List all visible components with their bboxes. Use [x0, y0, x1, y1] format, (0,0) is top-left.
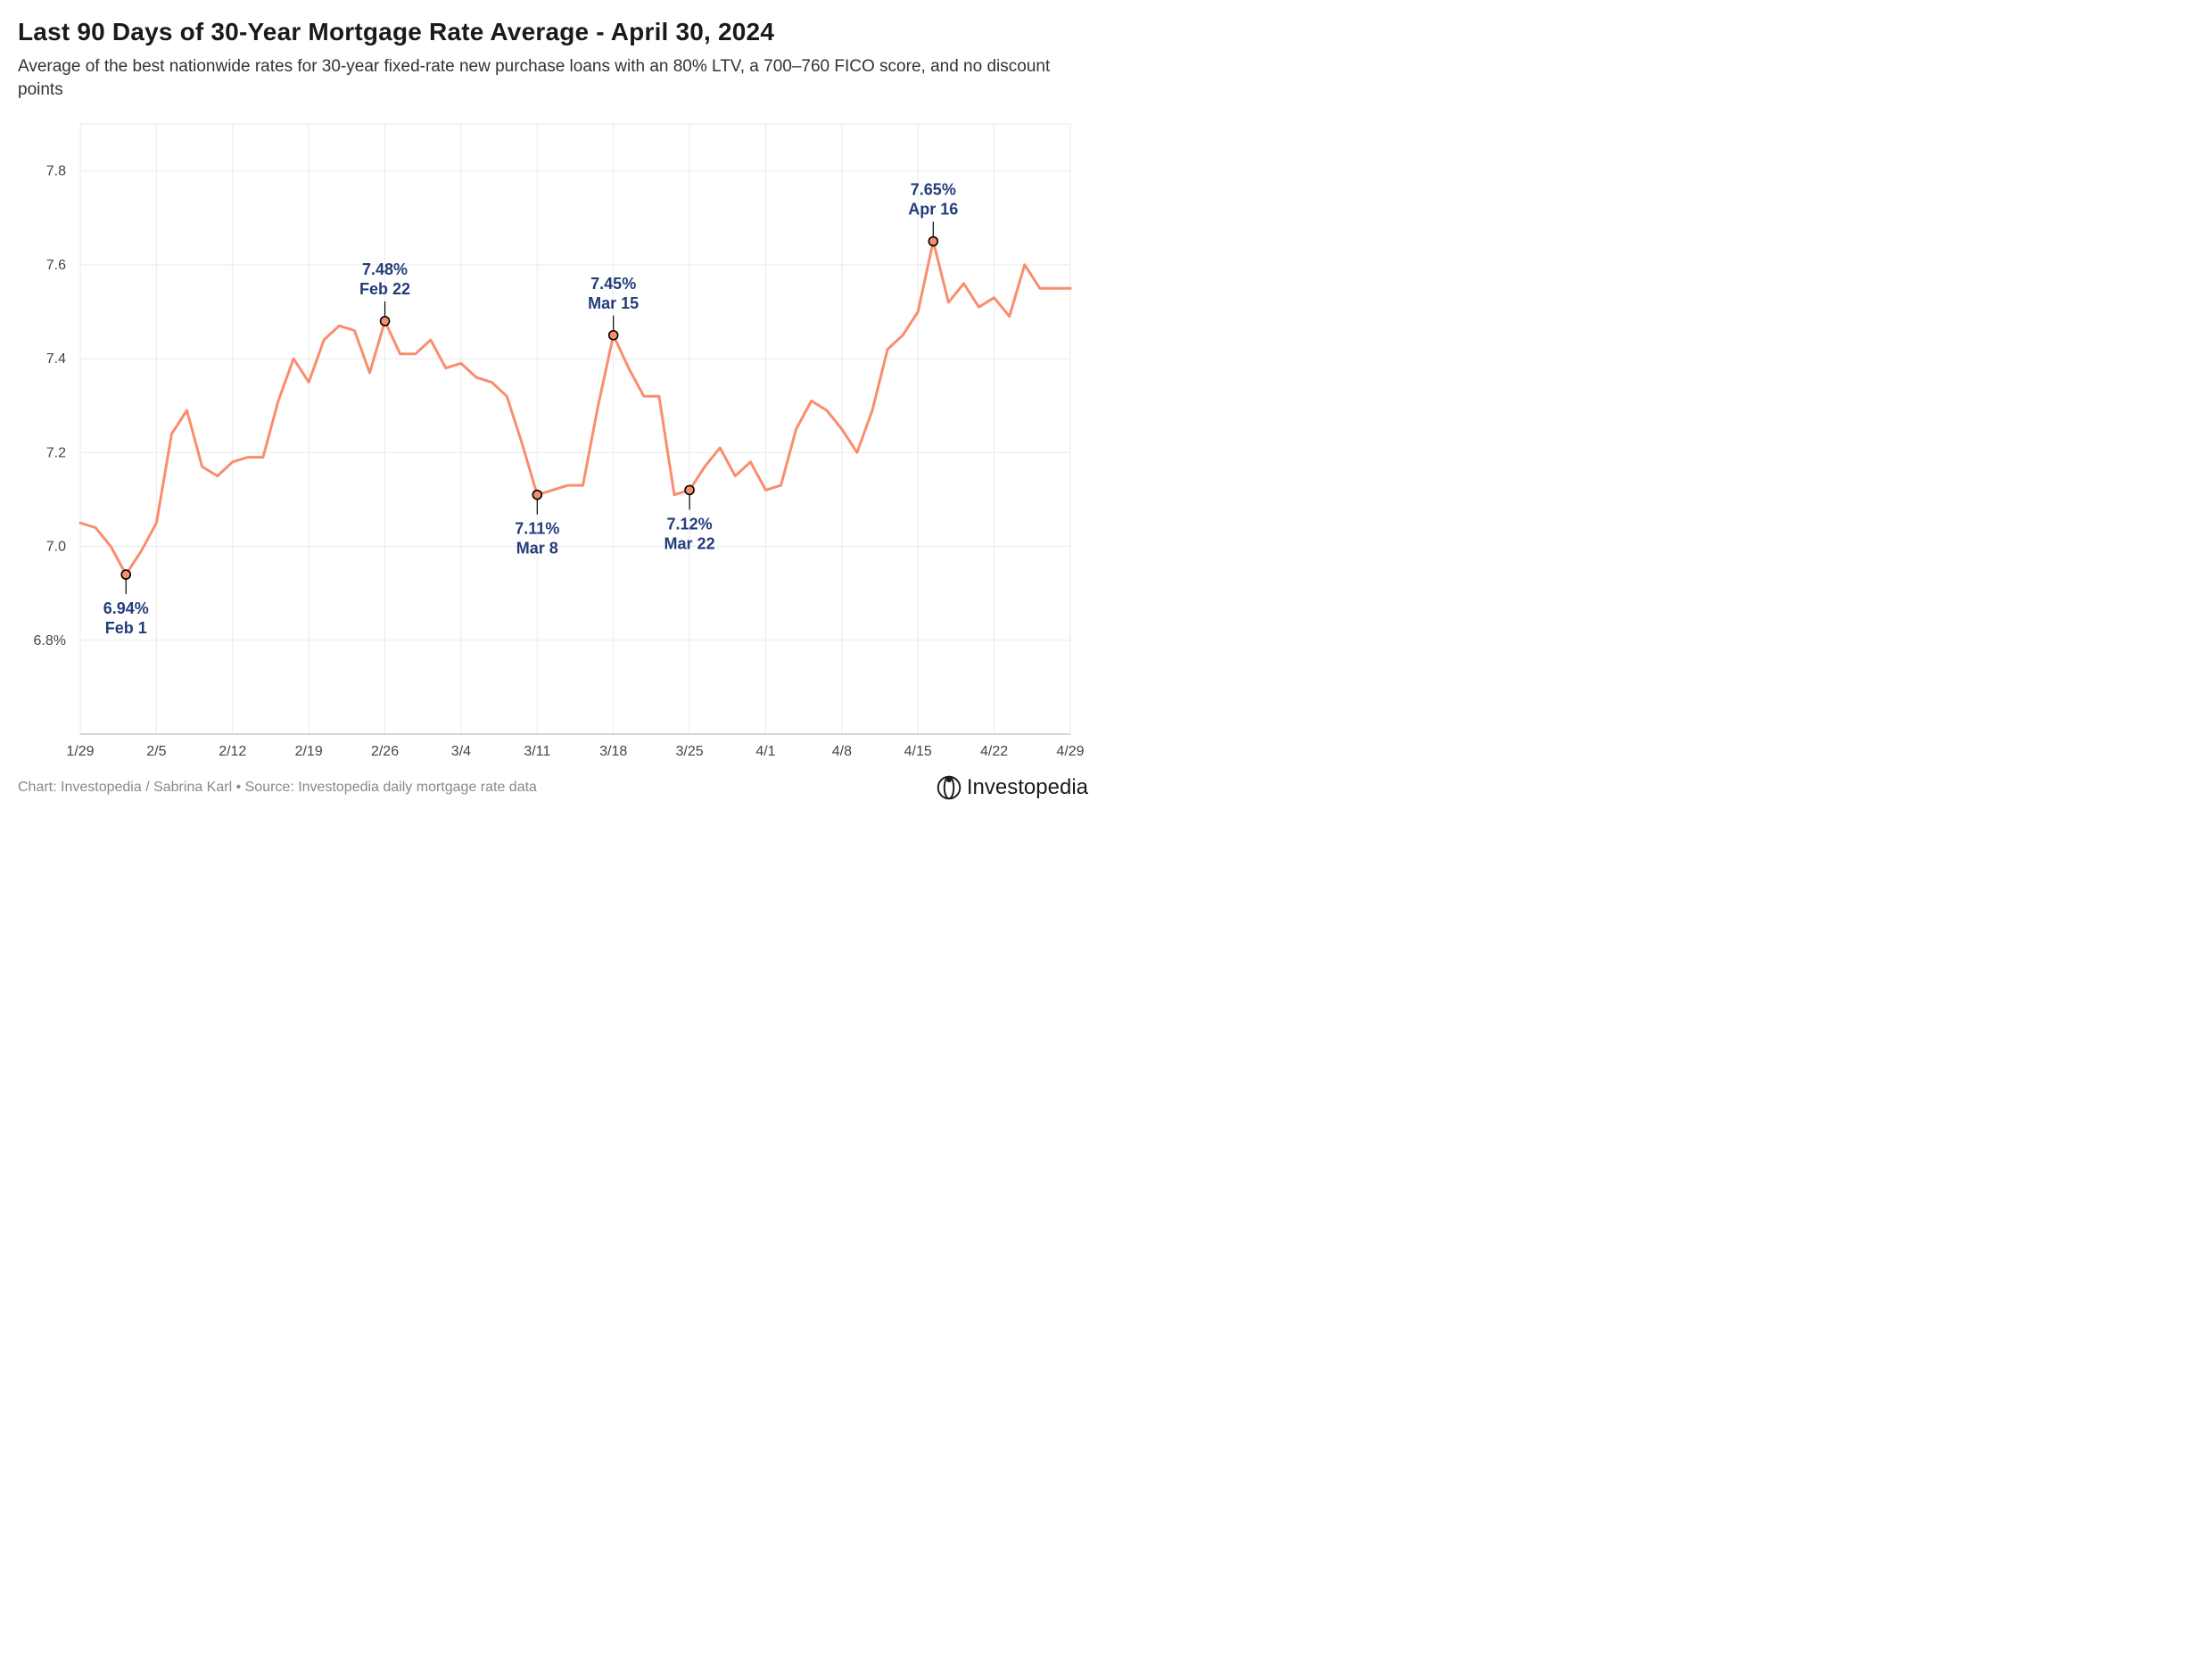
x-tick-label: 4/8: [832, 744, 852, 759]
x-tick-label: 3/4: [451, 744, 471, 759]
x-tick-label: 2/12: [219, 744, 246, 759]
y-tick-label: 7.4: [46, 351, 66, 367]
annotation-value: 7.65%: [911, 181, 956, 199]
y-tick-label: 6.8%: [34, 633, 66, 648]
chart-footer: Chart: Investopedia / Sabrina Karl • Sou…: [18, 770, 1088, 800]
y-tick-label: 7.0: [46, 540, 66, 555]
chart-subtitle: Average of the best nationwide rates for…: [18, 55, 1088, 101]
x-tick-label: 4/29: [1056, 744, 1084, 759]
annotation-date: Feb 22: [359, 280, 410, 298]
annotation-date: Mar 22: [664, 535, 715, 553]
chart-card: Last 90 Days of 30-Year Mortgage Rate Av…: [0, 0, 1106, 813]
chart-credit: Chart: Investopedia / Sabrina Karl • Sou…: [18, 780, 537, 796]
brand-text: Investopedia: [967, 775, 1088, 800]
annotation-marker: [685, 486, 694, 495]
annotation-value: 7.48%: [362, 260, 408, 278]
x-tick-label: 3/18: [599, 744, 627, 759]
annotation-date: Mar 8: [516, 540, 558, 558]
annotation-value: 7.11%: [515, 520, 559, 538]
chart-area: 6.8% 7.0 7.2 7.4 7.6 7.8 1/29 2/5 2/12 2/19 2/26 3/…: [18, 110, 1088, 770]
y-tick-label: 7.6: [46, 258, 66, 273]
line-chart-svg: 6.8% 7.0 7.2 7.4 7.6 7.8 1/29 2/5 2/12 2/19 2/26 3/…: [18, 110, 1088, 770]
annotation-marker: [121, 570, 130, 579]
annotation-marker: [532, 491, 541, 500]
annotation-value: 7.45%: [590, 275, 636, 293]
chart-title: Last 90 Days of 30-Year Mortgage Rate Av…: [18, 18, 1088, 46]
y-tick-label: 7.8: [46, 164, 66, 179]
x-tick-label: 2/26: [371, 744, 399, 759]
annotation-date: Apr 16: [908, 201, 958, 219]
x-tick-label: 4/22: [980, 744, 1008, 759]
brand-logo: Investopedia: [937, 775, 1088, 800]
y-tick-label: 7.2: [46, 446, 66, 461]
x-tick-label: 4/15: [904, 744, 932, 759]
annotation-marker: [609, 331, 618, 340]
rate-line: [80, 242, 1070, 575]
x-tick-label: 3/11: [524, 744, 550, 759]
x-tick-label: 2/5: [146, 744, 166, 759]
x-tick-label: 3/25: [676, 744, 704, 759]
annotation-value: 7.12%: [667, 516, 713, 533]
annotation-date: Mar 15: [588, 294, 639, 312]
annotation-marker: [381, 317, 390, 326]
x-tick-label: 4/1: [755, 744, 775, 759]
x-tick-label: 2/19: [295, 744, 323, 759]
investopedia-icon: [937, 775, 962, 800]
annotation-date: Feb 1: [105, 619, 147, 637]
annotation-value: 6.94%: [103, 599, 149, 617]
x-tick-label: 1/29: [66, 744, 94, 759]
annotation-marker: [929, 237, 937, 246]
